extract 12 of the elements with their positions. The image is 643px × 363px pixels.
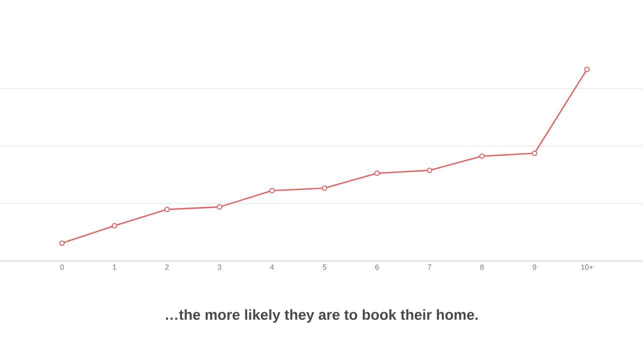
point	[269, 188, 275, 194]
point	[532, 150, 538, 156]
point	[426, 168, 432, 174]
point	[374, 170, 380, 176]
point	[479, 153, 485, 159]
point	[322, 185, 328, 191]
point	[164, 206, 170, 212]
point	[59, 240, 65, 246]
point	[216, 204, 222, 210]
point	[584, 66, 590, 72]
text: …the more likely they are to book their home.	[166, 309, 478, 323]
point	[112, 223, 118, 228]
